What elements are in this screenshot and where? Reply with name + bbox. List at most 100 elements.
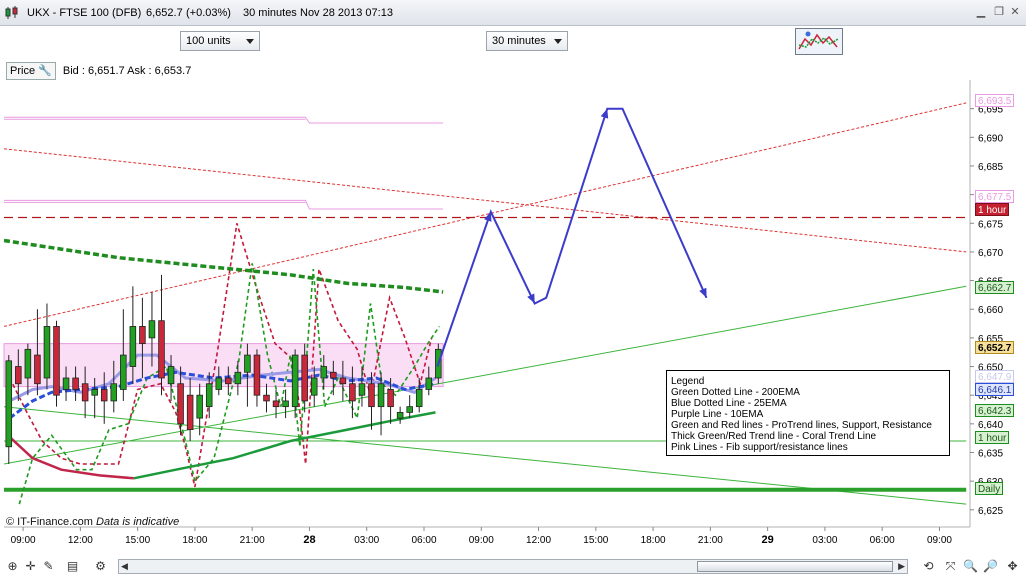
zoom-out-icon[interactable]: 🔎 <box>983 559 998 573</box>
units-select[interactable]: 100 units <box>180 31 260 51</box>
chart-type-button[interactable] <box>795 28 843 55</box>
price-tag-resistance: 1 hour <box>975 203 1010 216</box>
candle-body <box>425 377 433 390</box>
title-bar: UKX - FTSE 100 (DFB) 6,652.7 (+0.03%) 30… <box>0 0 1026 26</box>
x-tick-label: 12:00 <box>68 535 93 546</box>
candle-body <box>330 371 337 379</box>
candle-body <box>377 383 385 408</box>
candle-body <box>406 406 413 413</box>
watermark: © IT-Finance.com Data is indicative <box>6 516 179 528</box>
candle-body <box>282 400 289 408</box>
price-tag-ema10: 6,647.9 <box>975 370 1015 383</box>
candle-body <box>158 320 165 379</box>
price-button[interactable]: Price 🔧 <box>6 62 56 80</box>
candle-body <box>263 394 270 402</box>
candle-body <box>396 411 404 419</box>
x-tick-label: 03:00 <box>354 535 379 546</box>
fit-icon[interactable]: ⤧ <box>945 559 956 573</box>
brand-label: © IT-Finance.com <box>6 516 93 528</box>
candle-body <box>100 389 108 402</box>
x-tick-label: 12:00 <box>526 535 551 546</box>
toolbar: 100 units 30 minutes <box>0 26 1026 59</box>
resistance-line <box>3 102 967 327</box>
candle-body <box>110 383 118 402</box>
legend-item: Purple Line - 10EMA <box>671 409 764 420</box>
cursor-icon[interactable]: ✛ <box>25 559 36 573</box>
scroll-right-icon[interactable]: ▶ <box>898 561 905 571</box>
price-change: (+0.03%) <box>186 7 231 19</box>
y-tick-label: 6,670 <box>978 248 1003 259</box>
x-tick-label: 28 <box>303 534 315 546</box>
candle-body <box>301 354 308 402</box>
pan-icon[interactable]: ✥ <box>1007 559 1018 573</box>
price-tag-ema25: 6,646.1 <box>975 383 1015 396</box>
candle-body <box>177 383 184 425</box>
y-tick-label: 6,655 <box>978 334 1003 345</box>
time-scrollbar[interactable]: ◀ ▶ <box>118 559 908 574</box>
candle-body <box>291 354 299 408</box>
price-tag-ema200: 6,662.7 <box>975 281 1015 294</box>
candle-body <box>15 366 22 385</box>
coral-trend-up <box>133 411 436 480</box>
y-tick-label: 6,685 <box>978 162 1003 173</box>
x-tick-label: 09:00 <box>11 535 36 546</box>
legend-item: Green and Red lines - ProTrend lines, Su… <box>671 420 932 431</box>
price-button-label: Price <box>10 65 36 77</box>
coral-trend-down <box>6 434 134 480</box>
y-tick-label: 6,640 <box>978 420 1003 431</box>
support-line <box>3 285 967 465</box>
candle-body <box>253 354 261 396</box>
chart-indicators-icon <box>798 31 839 50</box>
price-tag-coral: 6,642.3 <box>975 404 1015 417</box>
legend-item: Pink Lines - Fib support/resistance line… <box>671 442 848 453</box>
legend-item: Green Dotted Line - 200EMA <box>671 387 800 398</box>
y-tick-label: 6,690 <box>978 133 1003 144</box>
candle-body <box>358 383 366 396</box>
minimize-icon[interactable]: ▁ <box>976 6 986 18</box>
x-tick-label: 06:00 <box>411 535 436 546</box>
candle-body <box>415 389 423 408</box>
x-tick-label: 06:00 <box>870 535 895 546</box>
zoom-in-icon[interactable]: 🔍 <box>963 559 978 573</box>
projection-line <box>436 107 708 367</box>
zoom-reset-icon[interactable]: ⟲ <box>923 559 934 573</box>
price-tag-fib-lower: 6,677.5 <box>975 190 1015 203</box>
candle-body <box>234 371 242 385</box>
legend-item: Blue Dotted Line - 25EMA <box>671 398 787 409</box>
price-tag-support: 1 hour <box>975 431 1010 444</box>
interval-select-value: 30 minutes <box>492 35 546 47</box>
candle-body <box>5 360 13 448</box>
close-icon[interactable]: ✕ <box>1010 6 1020 18</box>
candle-body <box>120 354 127 390</box>
candle-body <box>139 326 146 345</box>
candle-body <box>320 366 328 379</box>
chart-legend: Legend Green Dotted Line - 200EMA Blue D… <box>666 370 950 456</box>
y-tick-label: 6,650 <box>978 363 1003 374</box>
candle-body <box>129 326 137 367</box>
price-bar: Price 🔧 Bid : 6,651.7 Ask : 6,653.7 <box>6 62 191 80</box>
scroll-thumb[interactable] <box>697 561 893 572</box>
interval-select[interactable]: 30 minutes <box>486 31 568 51</box>
candle-body <box>81 383 89 402</box>
scroll-left-icon[interactable]: ◀ <box>121 561 128 571</box>
y-tick-label: 6,695 <box>978 105 1003 116</box>
price-tag-daily: Daily <box>975 482 1004 495</box>
price-tag-last: 6,652.7 <box>975 341 1015 354</box>
candle-body <box>368 383 375 408</box>
draw-tool-icon[interactable]: ✎ <box>43 559 54 573</box>
projection-arrowhead <box>600 108 609 119</box>
projection-arrowhead <box>484 211 492 222</box>
settings-icon[interactable]: ⚙ <box>95 559 106 573</box>
restore-icon[interactable]: ❐ <box>994 6 1004 18</box>
magnet-icon[interactable]: ⊕ <box>7 559 18 573</box>
chevron-down-icon <box>246 39 254 44</box>
instrument-name: UKX - FTSE 100 (DFB) <box>27 7 142 19</box>
x-tick-label: 21:00 <box>698 535 723 546</box>
projection-arrowhead <box>527 293 535 304</box>
y-tick-label: 6,660 <box>978 305 1003 316</box>
table-icon[interactable]: ▤ <box>66 559 79 573</box>
x-tick-label: 09:00 <box>927 535 952 546</box>
current-price: 6,652.7 <box>146 7 183 19</box>
interval-label: 30 minutes <box>243 7 297 19</box>
